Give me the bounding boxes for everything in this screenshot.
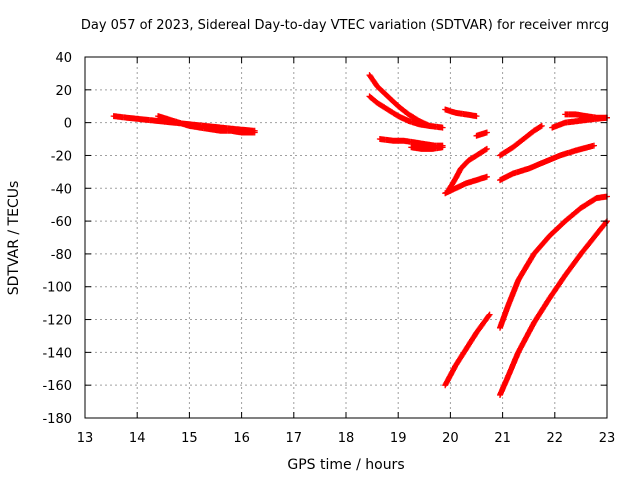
x-tick-label: 21	[494, 431, 511, 446]
series-markers	[408, 144, 446, 152]
x-tick-label: 22	[547, 431, 564, 446]
y-tick-label: -100	[42, 281, 72, 296]
y-tick-label: -60	[51, 215, 72, 230]
x-tick-label: 15	[181, 431, 198, 446]
y-tick-label: -140	[42, 346, 72, 361]
series-markers	[497, 122, 545, 159]
series-markers	[497, 142, 597, 184]
x-tick-label: 20	[442, 431, 459, 446]
y-tick-label: -80	[51, 248, 72, 263]
series-arc10	[442, 173, 490, 197]
series-markers	[442, 106, 480, 120]
x-tick-label: 14	[129, 431, 146, 446]
x-axis-label: GPS time / hours	[287, 457, 405, 473]
series-arc6	[408, 144, 446, 152]
series-arc16	[497, 193, 610, 331]
series-markers	[442, 173, 490, 197]
grid-lines	[85, 57, 607, 418]
series-markers	[473, 129, 490, 139]
series-arc17	[497, 218, 610, 398]
series-markers	[155, 113, 258, 136]
series-arc12	[497, 142, 597, 184]
y-axis-label: SDTVAR / TECUs	[6, 180, 22, 296]
series-markers	[497, 193, 610, 331]
series-arc4	[366, 93, 433, 129]
series-markers	[562, 111, 610, 121]
x-tick-label: 23	[599, 431, 616, 446]
data-markers	[110, 72, 610, 398]
y-tick-label: 40	[55, 51, 72, 66]
series-arc11	[497, 122, 545, 159]
tick-labels: 13 14 15 16 17 18 19 20 21 22 23 40 20 0 -20 -40 -60 -80 -…	[42, 51, 615, 446]
series-arc2	[155, 113, 258, 136]
chart-title: Day 057 of 2023, Sidereal Day-to-day VTE…	[80, 18, 610, 33]
series-arc8	[473, 129, 490, 139]
y-tick-label: 20	[55, 84, 72, 99]
series-arc14	[562, 111, 610, 121]
series-markers	[442, 311, 493, 389]
series-markers	[497, 218, 610, 398]
tick-marks	[84, 56, 608, 419]
x-tick-label: 17	[286, 431, 303, 446]
x-tick-label: 16	[233, 431, 250, 446]
y-tick-label: 0	[64, 117, 72, 132]
series-arc7	[442, 106, 480, 120]
x-tick-label: 18	[338, 431, 355, 446]
x-tick-label: 13	[77, 431, 94, 446]
x-tick-label: 19	[390, 431, 407, 446]
y-tick-label: -40	[51, 182, 72, 197]
y-tick-label: -160	[42, 379, 72, 394]
series-arc15	[442, 311, 493, 389]
y-tick-label: -120	[42, 314, 72, 329]
y-tick-label: -20	[51, 149, 72, 164]
series-markers	[366, 93, 433, 129]
y-tick-label: -180	[42, 412, 72, 427]
